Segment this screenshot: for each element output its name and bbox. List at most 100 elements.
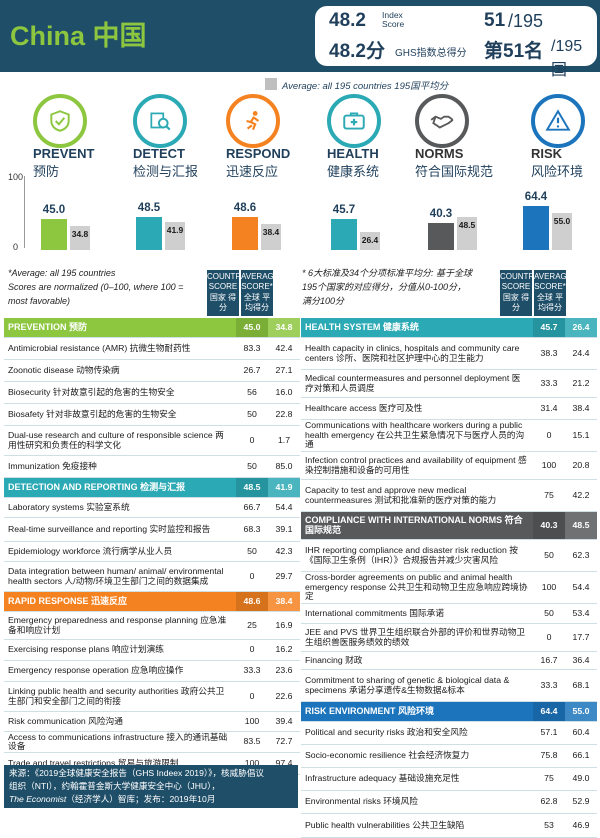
magnifier-icon	[133, 94, 187, 148]
section-header-row: HEALTH SYSTEM 健康系统 45.7 26.4	[301, 318, 597, 338]
average-score: 52.9	[572, 796, 590, 807]
average-value-label: 26.4	[361, 235, 379, 246]
row-label: Financing 财政	[305, 654, 363, 665]
average-value-label: 55.0	[553, 215, 571, 226]
bar-value-label: 45.7	[332, 203, 356, 216]
country-score: 38.3	[540, 347, 558, 358]
average-score: 39.4	[275, 715, 293, 726]
average-score: 42.2	[572, 489, 590, 500]
average-score: 17.7	[572, 631, 590, 642]
bar-value-label: 40.3	[429, 207, 453, 220]
category-label-en: HEALTH	[327, 146, 379, 161]
index-score-value-zh: 48.2分	[329, 41, 385, 62]
category-label-zh: 符合国际规范	[415, 164, 494, 179]
average-score: 34.8	[268, 318, 300, 337]
country-score: 33.3	[540, 679, 558, 690]
country-score-header-left: COUNTRY SCORE 国家 得分	[207, 270, 246, 316]
country-score: 25	[247, 619, 257, 630]
average-score: 68.1	[572, 679, 590, 690]
average-score: 48.5	[565, 512, 597, 539]
bar-value-label: 64.4	[524, 191, 548, 204]
shield-icon	[33, 94, 87, 148]
table-row: Capacity to test and approve new medical…	[301, 480, 597, 512]
country-score: 45.0	[236, 318, 268, 337]
country-score: 0	[249, 690, 255, 701]
index-score-label-zh: GHS指数总得分	[395, 48, 467, 59]
row-label: Access to communications infrastructure …	[8, 731, 228, 751]
country-score: 0	[249, 434, 255, 445]
country-score: 62.8	[540, 796, 558, 807]
country-score-header-right: COUNTRY SCORE 国家 得分	[500, 270, 539, 316]
average-legend-label: Average: all 195 countries 195国平均分	[282, 81, 449, 92]
average-score: 62.3	[572, 549, 590, 560]
country-score: 64.4	[533, 702, 565, 721]
left-score-table: PREVENTION 预防 45.0 34.8 Antimicrobial resis…	[4, 318, 300, 775]
average-score: 26.4	[565, 318, 597, 337]
country-score: 75	[544, 489, 554, 500]
category-label-zh: 风险环境	[531, 164, 584, 179]
row-label: Epidemiology workforce 流行病学从业人员	[8, 545, 173, 556]
average-score: 85.0	[275, 460, 293, 471]
category-label-en: DETECT	[133, 146, 185, 161]
country-score: 100	[244, 715, 260, 726]
table-row: Public health vulnerabilities 公共卫生缺陷 53 46…	[301, 814, 597, 838]
table-row: Access to communications infrastructure …	[4, 732, 300, 753]
country-score: 100	[541, 581, 557, 592]
average-bar-health	[360, 232, 380, 250]
table-row: Socio-economic resilience 社会经济恢复力 75.8 66.…	[301, 745, 597, 768]
average-legend-swatch	[265, 78, 277, 90]
table-row: International commitments 国际承诺 50 53.4	[301, 604, 597, 624]
country-score: 31.4	[540, 402, 558, 413]
table-row: Infrastructure adequacy 基础设施充足性 75 49.0	[301, 768, 597, 791]
row-label: Biosafety 针对非故意引起的危害的生物安全	[8, 408, 177, 419]
average-score: 29.7	[275, 570, 293, 581]
table-row: Political and security risks 政治和安全风险 57.1…	[301, 722, 597, 745]
table-row: Risk communication 风险沟通 100 39.4	[4, 712, 300, 732]
average-score: 42.4	[275, 342, 293, 353]
row-label: Political and security risks 政治和安全风险	[305, 727, 468, 738]
country-score: 53	[544, 819, 554, 830]
country-score: 48.5	[236, 478, 268, 497]
section-header-row: PREVENTION 预防 45.0 34.8	[4, 318, 300, 338]
average-score: 1.7	[277, 434, 291, 445]
average-bar-respond	[261, 223, 281, 250]
table-row: Communications with healthcare workers d…	[301, 420, 597, 452]
row-label: Dual-use research and culture of respons…	[8, 430, 224, 450]
average-score: 55.0	[565, 702, 597, 721]
table-row: Biosafety 针对非故意引起的危害的生物安全 50 22.8	[4, 404, 300, 426]
row-label: Commitment to sharing of genetic & biolo…	[305, 675, 510, 695]
row-label: Laboratory systems 实验室系统	[8, 501, 130, 512]
average-score: 49.0	[572, 773, 590, 784]
country-score: 48.6	[236, 592, 268, 611]
category-label-zh: 迅速反应	[226, 164, 279, 179]
country-score: 26.7	[243, 364, 261, 375]
medical-kit-icon	[327, 94, 381, 148]
country-score: 40.3	[533, 512, 565, 539]
category-label-en: RESPOND	[226, 146, 291, 161]
row-label: HEALTH SYSTEM 健康系统	[305, 321, 419, 332]
row-label: Exercising response plans 响应计划演练	[8, 644, 164, 655]
average-bar-detect	[165, 221, 185, 250]
notes-en: *Average: all 195 countries Scores are n…	[8, 268, 184, 306]
table-row: Emergency preparedness and response plan…	[4, 612, 300, 640]
country-score: 66.7	[243, 501, 261, 512]
table-row: Healthcare access 医疗可及性 31.4 38.4	[301, 398, 597, 420]
average-score: 16.0	[275, 386, 293, 397]
bar-value-label: 48.6	[233, 201, 257, 214]
row-label: Risk communication 风险沟通	[8, 715, 123, 726]
bar-prevent	[41, 219, 67, 250]
category-label-zh: 预防	[33, 164, 60, 179]
average-score: 53.4	[572, 607, 590, 618]
header-banner: China 中国 48.2 Index Score 48.2分 GHS指数总得分…	[0, 0, 600, 79]
row-label: Medical countermeasures and personnel de…	[305, 373, 521, 393]
table-row: Financing 财政 16.7 36.4	[301, 652, 597, 670]
average-score: 27.1	[275, 364, 293, 375]
country-score: 50	[544, 549, 554, 560]
country-score: 0	[546, 429, 552, 440]
average-bar-prevent	[70, 226, 90, 250]
average-bar-norms	[457, 217, 477, 250]
average-score: 21.2	[572, 377, 590, 388]
bar-risk	[523, 206, 549, 250]
country-score: 57.1	[540, 727, 558, 738]
index-score-value: 48.2	[329, 10, 366, 31]
